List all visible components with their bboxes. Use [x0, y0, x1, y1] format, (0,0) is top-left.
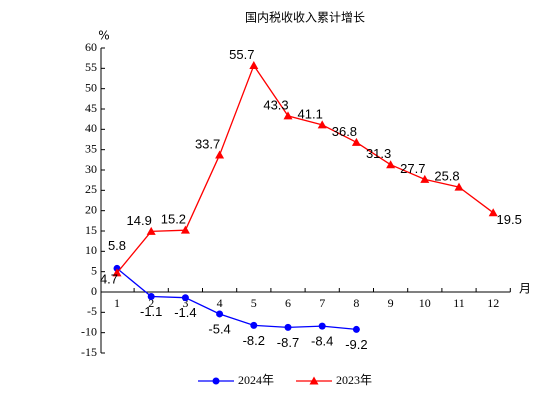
y-tick-label: -10 — [81, 324, 97, 338]
point — [215, 150, 225, 159]
point — [309, 376, 319, 385]
data-label: 5.8 — [108, 238, 126, 253]
x-tick-label: 1 — [114, 296, 120, 310]
legend-label: 2024年 — [238, 373, 274, 387]
point — [351, 137, 361, 146]
line — [116, 267, 357, 331]
legend-label: 2023年 — [336, 373, 372, 387]
data-label: -1.1 — [140, 304, 162, 319]
data-label: -9.2 — [345, 337, 367, 352]
data-label: 14.9 — [127, 213, 152, 228]
data-label: 43.3 — [263, 97, 288, 112]
point — [181, 294, 189, 302]
point — [454, 182, 464, 191]
data-label: 19.5 — [497, 212, 522, 227]
point — [352, 325, 360, 333]
data-label: 55.7 — [229, 47, 254, 62]
x-tick-label: 12 — [487, 296, 499, 310]
point — [216, 310, 224, 318]
y-tick-label: 5 — [91, 263, 97, 277]
x-tick-label: 2 — [148, 296, 154, 310]
data-label: 41.1 — [298, 106, 323, 121]
data-label: 27.7 — [400, 161, 425, 176]
data-label: 31.3 — [366, 146, 391, 161]
point — [283, 111, 293, 120]
data-label: -8.2 — [243, 333, 265, 348]
point — [180, 225, 190, 234]
point — [212, 377, 220, 385]
data-label: -1.4 — [174, 305, 196, 320]
data-label: 25.8 — [434, 169, 459, 184]
y-tick-label: -5 — [87, 304, 97, 318]
x-tick-label: 7 — [319, 296, 325, 310]
y-tick-label: 45 — [85, 101, 97, 115]
x-tick-label: 3 — [182, 296, 188, 310]
y-tick-label: 55 — [85, 60, 97, 74]
y-tick-label: -15 — [81, 345, 97, 359]
data-label: 15.2 — [161, 212, 186, 227]
y-tick-label: 10 — [85, 243, 97, 257]
x-tick-label: 4 — [217, 296, 223, 310]
x-tick-label: 10 — [419, 296, 431, 310]
data-label: 4.7 — [100, 271, 118, 286]
x-tick-label: 8 — [353, 296, 359, 310]
y-axis-label: % — [98, 29, 109, 43]
chart-title: 国内税收收入累计增长 — [245, 11, 365, 25]
x-tick-label: 9 — [388, 296, 394, 310]
data-label: -8.4 — [311, 334, 333, 349]
point — [146, 226, 156, 235]
y-tick-label: 25 — [85, 182, 97, 196]
x-tick-label: 5 — [251, 296, 257, 310]
x-axis-label: 月 — [519, 282, 531, 296]
point — [420, 174, 430, 183]
data-label: 33.7 — [195, 136, 220, 151]
y-tick-label: 30 — [85, 162, 97, 176]
data-label: -8.7 — [277, 335, 299, 350]
point — [318, 322, 326, 330]
x-tick-label: 6 — [285, 296, 291, 310]
y-tick-label: 50 — [85, 80, 97, 94]
y-tick-label: 35 — [85, 141, 97, 155]
y-tick-label: 0 — [91, 284, 97, 298]
point — [386, 160, 396, 169]
point — [249, 60, 259, 69]
data-label: -5.4 — [208, 321, 230, 336]
x-tick-label: 11 — [453, 296, 465, 310]
y-tick-label: 15 — [85, 223, 97, 237]
line — [116, 64, 494, 274]
y-tick-label: 20 — [85, 202, 97, 216]
point — [488, 208, 498, 217]
point — [317, 120, 327, 129]
y-tick-label: 60 — [85, 40, 97, 54]
point — [284, 323, 292, 331]
point — [250, 321, 258, 329]
y-tick-label: 40 — [85, 121, 97, 135]
data-label: 36.8 — [332, 124, 357, 139]
point — [147, 292, 155, 300]
point — [112, 268, 122, 277]
